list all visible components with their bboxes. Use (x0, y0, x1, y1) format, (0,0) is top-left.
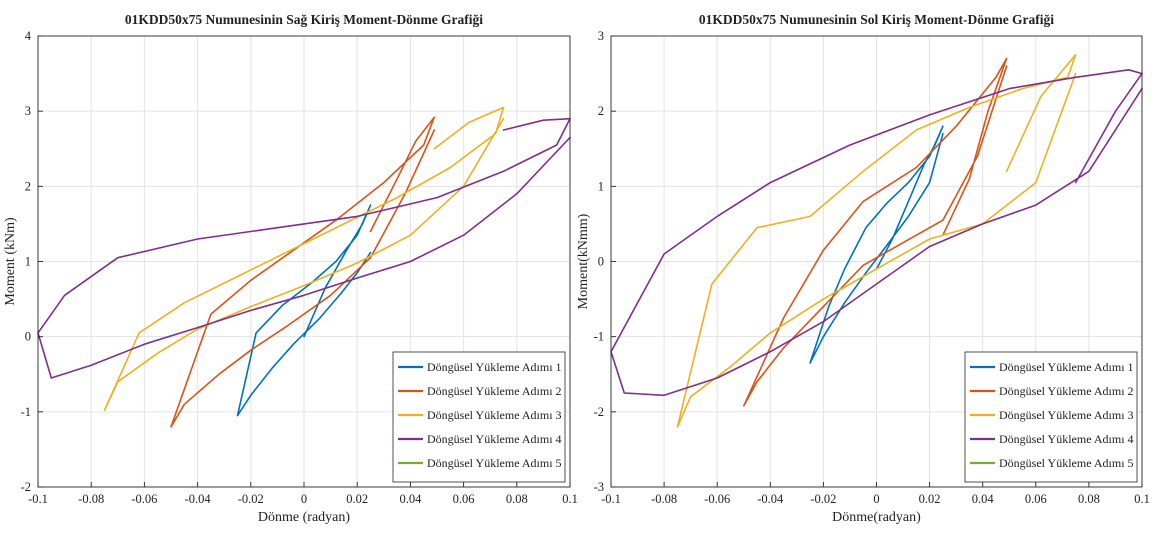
x-tick-label: -0.02 (238, 492, 264, 506)
legend-label-1: Döngüsel Yükleme Adımı 1 (427, 360, 562, 374)
x-tick-label: -0.1 (28, 492, 48, 506)
y-tick-label: 0 (25, 330, 31, 344)
x-tick-label: 0.06 (1025, 492, 1047, 506)
y-tick-label: -3 (594, 480, 604, 494)
y-tick-label: 3 (25, 104, 31, 118)
chart-title: 01KDD50x75 Numunesinin Sağ Kiriş Moment-… (125, 12, 483, 27)
x-tick-label: 0 (873, 492, 879, 506)
y-tick-label: -1 (21, 405, 31, 419)
legend-label-2: Döngüsel Yükleme Adımı 2 (427, 384, 562, 398)
chart-panel-2: -0.1 -0.08 -0.06 -0.04 -0.02 0 0.02 0.04 0.06 0.0… (576, 12, 1150, 525)
x-tick-label: 0 (301, 492, 307, 506)
legend-label-2: Döngüsel Yükleme Adımı 2 (999, 384, 1134, 398)
chart-title: 01KDD50x75 Numunesinin Sol Kiriş Moment-… (699, 12, 1054, 27)
series-line-1 (236, 204, 372, 417)
legend-label-4: Döngüsel Yükleme Adımı 4 (427, 432, 562, 446)
y-axis-label: Moment(kNmm) (576, 213, 591, 309)
y-tick-label: 1 (25, 255, 31, 269)
y-tick-label: 2 (25, 179, 31, 193)
x-tick-label: -0.06 (704, 492, 730, 506)
series-line-3 (103, 106, 505, 412)
x-tick-label: -0.04 (185, 492, 212, 506)
x-tick-label: -0.08 (78, 492, 104, 506)
x-tick-label: 0.06 (453, 492, 475, 506)
legend-label-3: Döngüsel Yükleme Adımı 3 (999, 408, 1134, 422)
x-tick-label: -0.08 (651, 492, 677, 506)
x-tick-label: 0.04 (399, 492, 422, 506)
y-tick-label: -1 (594, 330, 604, 344)
series-line-2 (742, 57, 1008, 407)
legend-label-5: Döngüsel Yükleme Adımı 5 (999, 456, 1134, 470)
x-tick-label: 0.1 (1134, 492, 1150, 506)
y-tick-label: 4 (25, 29, 32, 43)
x-tick-label: 0.04 (972, 492, 995, 506)
legend: Döngüsel Yükleme Adımı 1 Döngüsel Yükleme… (392, 351, 566, 483)
legend-label-3: Döngüsel Yükleme Adımı 3 (427, 408, 562, 422)
legend: Döngüsel Yükleme Adımı 1 Döngüsel Yükleme… (964, 351, 1138, 483)
legend-box (392, 351, 566, 483)
y-tick-label: -2 (594, 405, 604, 419)
legend-label-4: Döngüsel Yükleme Adımı 4 (999, 432, 1134, 446)
y-axis-label: Moment (kNm) (3, 217, 18, 306)
legend-box (964, 351, 1138, 483)
series-line-1 (809, 125, 944, 364)
x-tick-label: -0.04 (757, 492, 784, 506)
x-tick-label: 0.02 (919, 492, 941, 506)
x-tick-label: -0.06 (131, 492, 157, 506)
x-tick-label: 0.02 (346, 492, 368, 506)
series-line-2 (170, 116, 436, 428)
x-tick-label: 0.08 (1078, 492, 1100, 506)
y-tick-label: 1 (598, 179, 604, 193)
legend-label-1: Döngüsel Yükleme Adımı 1 (999, 360, 1134, 374)
x-axis-label: Dönme (radyan) (258, 510, 350, 525)
y-tick-label: -2 (21, 480, 31, 494)
y-tick-label: 2 (598, 104, 604, 118)
x-tick-label: 0.08 (506, 492, 528, 506)
y-tick-label: 0 (598, 255, 604, 269)
x-tick-label: -0.02 (810, 492, 836, 506)
x-axis-label: Dönme(radyan) (832, 510, 921, 525)
legend-label-5: Döngüsel Yükleme Adımı 5 (427, 456, 562, 470)
y-tick-label: 3 (598, 29, 604, 43)
chart-panel-1: -0.1 -0.08 -0.06 -0.04 -0.02 0 0.02 0.04 0.06 0.0… (3, 12, 578, 525)
x-tick-label: -0.1 (601, 492, 621, 506)
x-tick-label: 0.1 (562, 492, 578, 506)
